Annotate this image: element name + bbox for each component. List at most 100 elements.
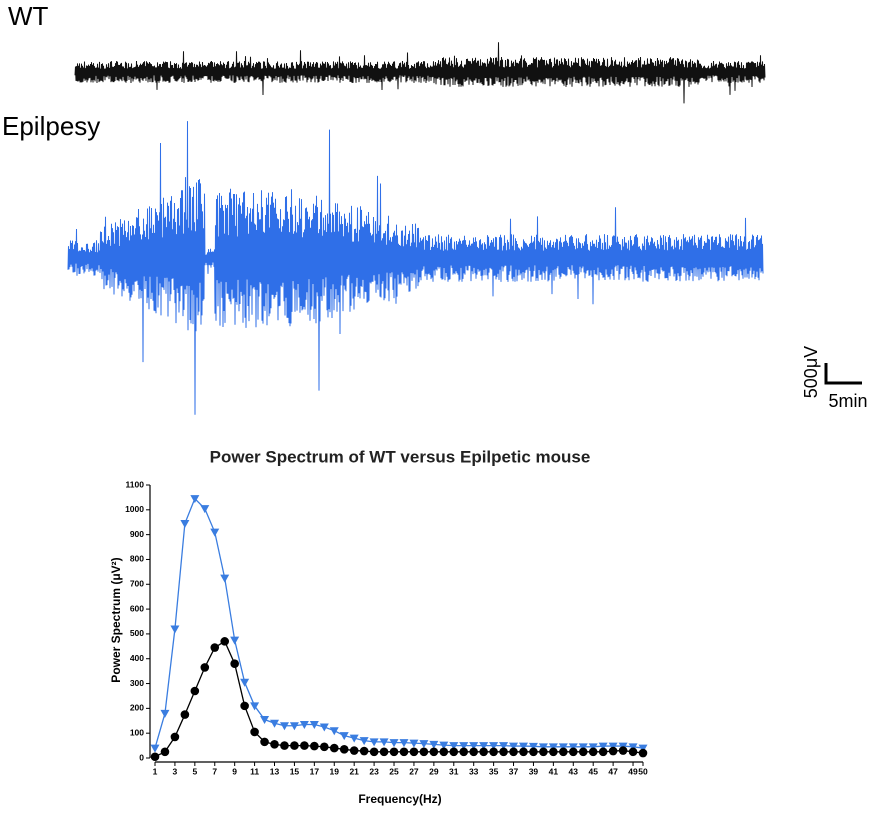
- marker: [220, 637, 230, 646]
- marker: [399, 747, 409, 757]
- marker: [568, 743, 578, 752]
- marker: [539, 747, 548, 757]
- eeg-trace: [74, 42, 766, 104]
- marker: [628, 743, 638, 752]
- marker: [528, 742, 538, 751]
- x-axis-label: Frequency(Hz): [358, 792, 441, 806]
- marker: [479, 742, 489, 751]
- marker: [529, 747, 538, 757]
- y-axis-label: Power Spectrum (μV²): [109, 557, 123, 682]
- x-tick-label: 45: [588, 766, 598, 776]
- marker: [608, 742, 618, 751]
- y-tick-label: 1000: [125, 504, 144, 514]
- marker: [489, 747, 498, 757]
- marker: [479, 747, 488, 757]
- x-tick-label: 1: [153, 766, 158, 776]
- marker: [419, 747, 429, 757]
- marker: [220, 574, 230, 583]
- marker: [190, 495, 200, 504]
- marker: [369, 747, 379, 757]
- marker: [568, 747, 578, 757]
- marker: [459, 742, 469, 751]
- marker: [279, 722, 289, 731]
- eeg-trace: [67, 121, 764, 415]
- marker: [439, 747, 449, 757]
- marker: [280, 741, 289, 750]
- y-tick-label: 100: [130, 727, 144, 737]
- marker: [588, 747, 598, 757]
- marker: [339, 745, 349, 754]
- marker: [469, 747, 478, 757]
- marker: [250, 702, 260, 711]
- marker: [389, 747, 399, 757]
- x-tick-label: 47: [608, 766, 618, 776]
- marker: [509, 747, 518, 757]
- marker: [240, 678, 250, 687]
- x-tick-label: 25: [389, 766, 399, 776]
- y-tick-label: 800: [130, 554, 144, 564]
- x-tick-label: 39: [529, 766, 539, 776]
- x-tick-label: 17: [310, 766, 320, 776]
- x-tick-label: 11: [250, 766, 259, 776]
- marker: [379, 738, 389, 747]
- marker: [310, 741, 319, 751]
- marker: [578, 743, 588, 752]
- y-tick-label: 400: [130, 653, 144, 663]
- marker: [160, 747, 170, 757]
- x-tick-label: 15: [290, 766, 300, 776]
- marker: [349, 746, 359, 755]
- marker: [608, 746, 618, 756]
- x-tick-label: 19: [330, 766, 340, 776]
- marker: [538, 743, 548, 752]
- marker: [399, 739, 409, 748]
- marker: [319, 723, 329, 732]
- marker: [419, 740, 429, 749]
- marker: [588, 743, 598, 752]
- x-tick-label: 27: [409, 766, 419, 776]
- marker: [150, 752, 160, 762]
- marker: [200, 505, 210, 514]
- y-tick-label: 200: [130, 703, 144, 713]
- x-tick-label: 50: [638, 766, 648, 776]
- x-tick-label: 29: [429, 766, 439, 776]
- marker: [349, 734, 359, 743]
- marker: [160, 709, 170, 718]
- marker: [210, 528, 220, 537]
- scale-label: 500μV: [801, 346, 821, 398]
- marker: [499, 742, 509, 751]
- y-tick-label: 700: [130, 579, 144, 589]
- marker: [489, 742, 499, 751]
- marker: [329, 743, 339, 753]
- series-line: [154, 640, 644, 758]
- marker: [260, 737, 269, 747]
- marker: [578, 747, 588, 757]
- x-tick-label: 5: [192, 766, 197, 776]
- marker: [519, 747, 528, 757]
- marker: [618, 746, 628, 755]
- marker: [558, 743, 568, 752]
- marker: [549, 747, 558, 757]
- marker: [270, 740, 279, 749]
- x-tick-label: 33: [469, 766, 479, 776]
- marker: [260, 716, 270, 725]
- marker: [289, 722, 299, 731]
- marker: [598, 742, 608, 751]
- marker: [200, 663, 210, 672]
- x-tick-label: 31: [449, 766, 459, 776]
- x-tick-label: 13: [270, 766, 280, 776]
- marker: [290, 741, 299, 750]
- marker: [320, 742, 329, 752]
- marker: [638, 744, 648, 753]
- marker: [250, 727, 259, 737]
- marker: [299, 720, 309, 729]
- marker: [449, 747, 459, 757]
- marker: [469, 742, 479, 751]
- trace-label: Epilpesy: [2, 111, 100, 141]
- y-tick-label: 500: [130, 628, 144, 638]
- x-tick-label: 9: [232, 766, 237, 776]
- series-line: [154, 497, 644, 749]
- marker: [499, 747, 508, 757]
- marker: [518, 742, 528, 751]
- marker: [379, 747, 389, 757]
